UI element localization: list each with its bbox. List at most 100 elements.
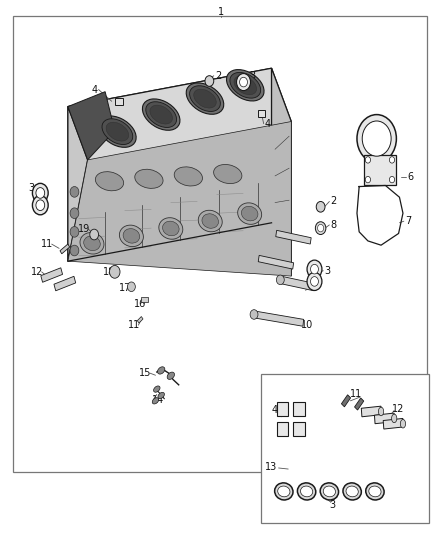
Circle shape	[70, 208, 79, 219]
Text: 2: 2	[215, 71, 221, 80]
Ellipse shape	[346, 486, 358, 497]
Text: 14: 14	[152, 395, 164, 405]
Ellipse shape	[158, 367, 165, 374]
Ellipse shape	[150, 105, 173, 124]
Ellipse shape	[159, 217, 183, 239]
Ellipse shape	[234, 76, 257, 95]
Polygon shape	[41, 268, 63, 282]
Circle shape	[357, 115, 396, 163]
Polygon shape	[272, 68, 291, 276]
Ellipse shape	[392, 414, 397, 423]
Text: 10: 10	[300, 320, 313, 330]
Ellipse shape	[146, 102, 177, 127]
Polygon shape	[354, 398, 364, 410]
Text: 2: 2	[331, 197, 337, 206]
Text: 3: 3	[28, 183, 35, 192]
Circle shape	[36, 200, 45, 211]
Bar	[277, 422, 288, 436]
Circle shape	[237, 74, 251, 91]
Text: 4: 4	[265, 119, 271, 128]
Text: 4: 4	[91, 85, 97, 94]
Polygon shape	[137, 317, 143, 323]
Ellipse shape	[400, 419, 406, 428]
Polygon shape	[361, 406, 381, 417]
Text: 12: 12	[31, 267, 43, 277]
Ellipse shape	[297, 483, 316, 500]
Ellipse shape	[275, 483, 293, 500]
Polygon shape	[68, 122, 291, 276]
Text: 11: 11	[41, 239, 53, 249]
Ellipse shape	[366, 483, 384, 500]
Text: 13: 13	[265, 462, 278, 472]
Text: 5: 5	[381, 119, 388, 128]
Polygon shape	[68, 92, 115, 160]
Bar	[261, 374, 429, 523]
Circle shape	[240, 77, 247, 87]
Circle shape	[311, 264, 318, 274]
Ellipse shape	[278, 486, 290, 497]
Circle shape	[250, 310, 258, 319]
Ellipse shape	[194, 89, 216, 108]
Circle shape	[318, 224, 324, 232]
Circle shape	[205, 76, 214, 86]
Circle shape	[276, 275, 284, 285]
Ellipse shape	[198, 211, 222, 232]
Ellipse shape	[123, 229, 140, 243]
Ellipse shape	[369, 486, 381, 497]
Bar	[13, 16, 427, 472]
Ellipse shape	[190, 86, 220, 111]
Circle shape	[365, 176, 371, 183]
Polygon shape	[68, 68, 272, 261]
Polygon shape	[276, 230, 311, 244]
Polygon shape	[54, 276, 76, 291]
Circle shape	[70, 227, 79, 237]
Ellipse shape	[343, 483, 361, 500]
Polygon shape	[68, 68, 291, 160]
Ellipse shape	[174, 167, 202, 186]
Ellipse shape	[378, 407, 384, 416]
Ellipse shape	[95, 172, 124, 191]
Polygon shape	[60, 244, 70, 254]
Text: 11: 11	[128, 320, 140, 330]
Ellipse shape	[120, 225, 143, 247]
Bar	[293, 402, 305, 416]
Text: 12: 12	[392, 405, 405, 414]
Circle shape	[362, 121, 391, 156]
Text: 17: 17	[119, 283, 131, 293]
Polygon shape	[383, 418, 403, 429]
Circle shape	[307, 272, 322, 290]
Bar	[115, 98, 123, 105]
Text: 19: 19	[78, 224, 90, 234]
Ellipse shape	[158, 392, 164, 399]
Text: 7: 7	[405, 216, 411, 226]
Bar	[293, 422, 305, 436]
Circle shape	[90, 229, 99, 240]
Text: 18: 18	[103, 267, 116, 277]
Circle shape	[32, 196, 48, 215]
Circle shape	[127, 282, 135, 292]
Ellipse shape	[80, 232, 104, 254]
Ellipse shape	[99, 116, 136, 147]
Ellipse shape	[320, 483, 339, 500]
Circle shape	[36, 188, 45, 198]
Circle shape	[32, 183, 48, 203]
Ellipse shape	[202, 214, 219, 228]
Ellipse shape	[162, 221, 179, 236]
Ellipse shape	[214, 165, 242, 183]
Ellipse shape	[154, 386, 160, 392]
Circle shape	[365, 157, 371, 163]
Ellipse shape	[238, 203, 261, 224]
Polygon shape	[341, 395, 351, 407]
Text: 1: 1	[218, 7, 224, 17]
Text: 6: 6	[407, 172, 413, 182]
Text: 3: 3	[329, 500, 335, 510]
Ellipse shape	[186, 83, 224, 114]
Circle shape	[307, 260, 322, 278]
Text: 4: 4	[271, 406, 277, 415]
Polygon shape	[141, 297, 148, 302]
Polygon shape	[258, 255, 293, 269]
Circle shape	[389, 176, 395, 183]
Bar	[277, 402, 288, 416]
Text: 3: 3	[249, 71, 255, 80]
Circle shape	[316, 201, 325, 212]
